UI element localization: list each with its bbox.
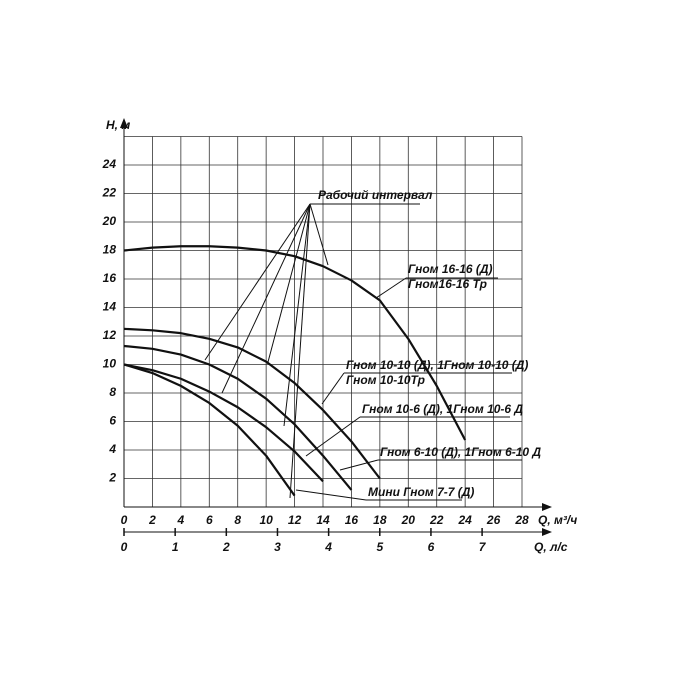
y-tick-label: 24	[102, 157, 117, 171]
x-tick-label: 14	[316, 513, 330, 527]
curve	[123, 363, 296, 497]
y-axis-label: Н, м	[106, 118, 130, 132]
y-tick-label: 14	[103, 300, 117, 314]
x-tick-label: 8	[234, 513, 241, 527]
annotation: Рабочий интервал	[318, 188, 433, 202]
leader	[204, 203, 311, 361]
annotation: Гном 10-10Тр	[346, 373, 425, 387]
x-tick-label: 16	[345, 513, 359, 527]
y-tick-label: 18	[103, 243, 117, 257]
x2-tick-label: 4	[324, 540, 332, 554]
leader	[305, 416, 361, 457]
y-tick-label: 22	[102, 186, 117, 200]
x-tick-label: 2	[148, 513, 156, 527]
leader	[375, 277, 407, 299]
x2-tick-label: 7	[479, 540, 487, 554]
x-arrow	[542, 503, 552, 511]
x-tick-label: 10	[259, 513, 273, 527]
curve	[123, 245, 467, 441]
x-tick-label: 28	[514, 513, 529, 527]
y-tick-label: 8	[109, 385, 116, 399]
x-tick-label: 22	[429, 513, 444, 527]
curve	[123, 344, 353, 491]
leader	[321, 372, 345, 405]
x-tick-label: 4	[177, 513, 185, 527]
curve-label: Гном 6-10 (Д), 1Гном 6-10 Д	[380, 445, 541, 459]
grid	[123, 136, 523, 507]
x2-tick-label: 3	[274, 540, 281, 554]
leader	[295, 489, 367, 501]
leader	[283, 203, 311, 427]
axes: Н, м Q, м³/ч Q, л/с	[106, 118, 577, 554]
x2-tick-label: 6	[428, 540, 435, 554]
x-axis-label: Q, м³/ч	[538, 513, 577, 527]
x2-tick-label: 2	[222, 540, 230, 554]
y-tick-label: 2	[108, 471, 116, 485]
x-tick-label: 18	[373, 513, 387, 527]
x2-axis-label: Q, л/с	[534, 540, 568, 554]
x-tick-label: 26	[486, 513, 501, 527]
annotation: Гном16-16 Тр	[408, 277, 487, 291]
x-tick-label: 0	[121, 513, 128, 527]
y-tick-label: 12	[103, 328, 117, 342]
leader	[309, 203, 329, 266]
curve-label: Гном 16-16 (Д)	[408, 262, 493, 276]
x2-tick-label: 0	[121, 540, 128, 554]
x-tick-label: 24	[457, 513, 472, 527]
curve	[123, 327, 381, 480]
leader	[267, 203, 311, 363]
x2-tick-label: 1	[172, 540, 179, 554]
y-tick-label: 16	[103, 271, 117, 285]
y-tick-label: 4	[108, 442, 116, 456]
curve	[123, 363, 324, 483]
x-tick-label: 20	[401, 513, 416, 527]
curve-label: Гном 10-10 (Д), 1Гном 10-10 (Д)	[346, 358, 528, 372]
curve-label: Мини Гном 7-7 (Д)	[368, 485, 474, 499]
leader	[221, 203, 311, 394]
x-tick-label: 12	[288, 513, 302, 527]
x-tick-label: 6	[206, 513, 213, 527]
curve-label: Гном 10-6 (Д), 1Гном 10-6 Д	[362, 402, 523, 416]
y-arrow	[120, 118, 128, 128]
y-tick-label: 10	[103, 357, 117, 371]
leaders	[204, 203, 522, 501]
x2-arrow	[542, 528, 552, 536]
leader	[339, 459, 379, 471]
y-tick-label: 6	[109, 414, 116, 428]
x2-tick-label: 5	[376, 540, 383, 554]
y-tick-label: 20	[102, 214, 117, 228]
